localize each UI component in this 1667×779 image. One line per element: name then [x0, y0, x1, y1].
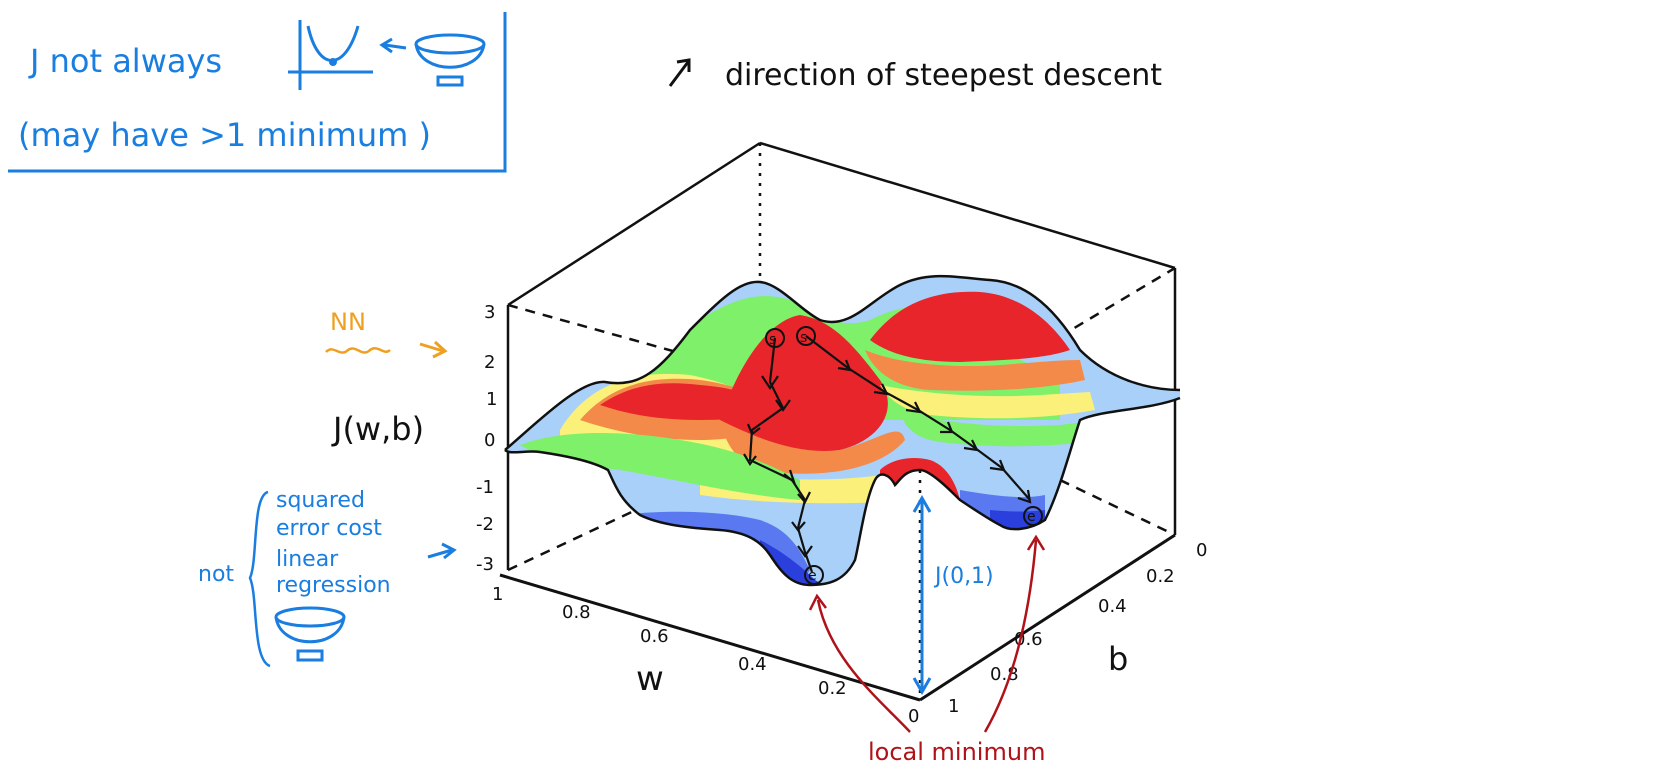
w-tick-0.4: 0.4 — [738, 654, 767, 675]
arrow-up-right-icon — [668, 58, 691, 87]
end-marker-right: e — [1023, 506, 1043, 526]
b-axis-line — [919, 533, 1176, 702]
w-tick-0.2: 0.2 — [818, 678, 847, 699]
local-minimum-annotation: local minimum — [808, 534, 1045, 766]
note-box-border — [8, 12, 507, 173]
cost-surface — [504, 274, 1181, 587]
bowl-icon — [414, 33, 486, 87]
b-tick-0.4: 0.4 — [1098, 596, 1127, 617]
w-axis-line — [499, 573, 921, 702]
w-tick-0.6: 0.6 — [640, 626, 669, 647]
b-axis-label: b — [1108, 640, 1128, 678]
z-tick-m2: -2 — [476, 514, 494, 535]
left-brace — [248, 490, 271, 668]
arrow-left-icon — [379, 37, 407, 54]
w-axis-ticks: 1 0.8 0.6 0.4 0.2 0 w — [492, 584, 919, 727]
j-point-indicator: J(0,1) — [912, 494, 994, 696]
b-tick-0.8: 0.8 — [990, 664, 1019, 685]
note-line1-text: J not always — [28, 42, 222, 80]
note-line2-text: (may have >1 minimum ) — [18, 116, 431, 154]
b-tick-0: 0 — [1196, 540, 1207, 561]
svg-text:s: s — [769, 332, 776, 348]
not-label: not — [198, 562, 234, 587]
descent-path-left — [743, 337, 814, 573]
nn-label: NN — [330, 308, 366, 336]
linear-line1: linear — [276, 547, 339, 572]
z-axis-ticks: 3 2 1 0 -1 -2 -3 — [476, 302, 497, 575]
local-minimum-label: local minimum — [868, 738, 1045, 766]
z-tick-2: 2 — [484, 352, 495, 373]
end-marker-left: e — [804, 565, 824, 585]
j-point-label: J(0,1) — [933, 564, 994, 589]
blue-arrow-icon — [427, 542, 457, 560]
parabola-icon — [288, 20, 373, 90]
b-tick-1: 1 — [948, 696, 959, 717]
steepest-descent-text: direction of steepest descent — [725, 58, 1162, 93]
b-axis-ticks: 0 0.2 0.4 0.6 0.8 1 b — [948, 540, 1207, 717]
descent-path-right — [805, 335, 1032, 504]
start-marker-right: s — [796, 326, 816, 346]
nn-arrow-icon — [419, 340, 448, 359]
squared-line1: squared — [276, 488, 365, 513]
front-axes — [499, 533, 1176, 702]
w-tick-1: 1 — [492, 584, 503, 605]
z-tick-m3: -3 — [476, 554, 494, 575]
w-axis-label: w — [636, 659, 664, 699]
left-labels: NN J(w,b) not squared error cost linear … — [198, 308, 457, 668]
svg-text:s: s — [800, 330, 807, 346]
z-tick-1: 1 — [486, 389, 497, 410]
start-marker-left: s — [765, 328, 785, 348]
z-tick-m1: -1 — [476, 477, 494, 498]
b-tick-0.2: 0.2 — [1146, 566, 1175, 587]
nn-underline — [325, 347, 391, 354]
top-caption: direction of steepest descent — [668, 58, 1162, 93]
w-tick-0.8: 0.8 — [562, 602, 591, 623]
j-of-w-b-label: J(w,b) — [331, 410, 424, 448]
squared-line2: error cost — [276, 516, 382, 541]
bowl-icon-small — [274, 606, 346, 662]
z-tick-0: 0 — [484, 430, 495, 451]
svg-text:e: e — [1027, 509, 1036, 525]
w-tick-0: 0 — [908, 706, 919, 727]
svg-text:e: e — [808, 568, 817, 584]
linear-line2: regression — [276, 573, 391, 598]
note-box: J not always (may have >1 minimum ) — [8, 12, 507, 173]
z-tick-3: 3 — [484, 302, 495, 323]
